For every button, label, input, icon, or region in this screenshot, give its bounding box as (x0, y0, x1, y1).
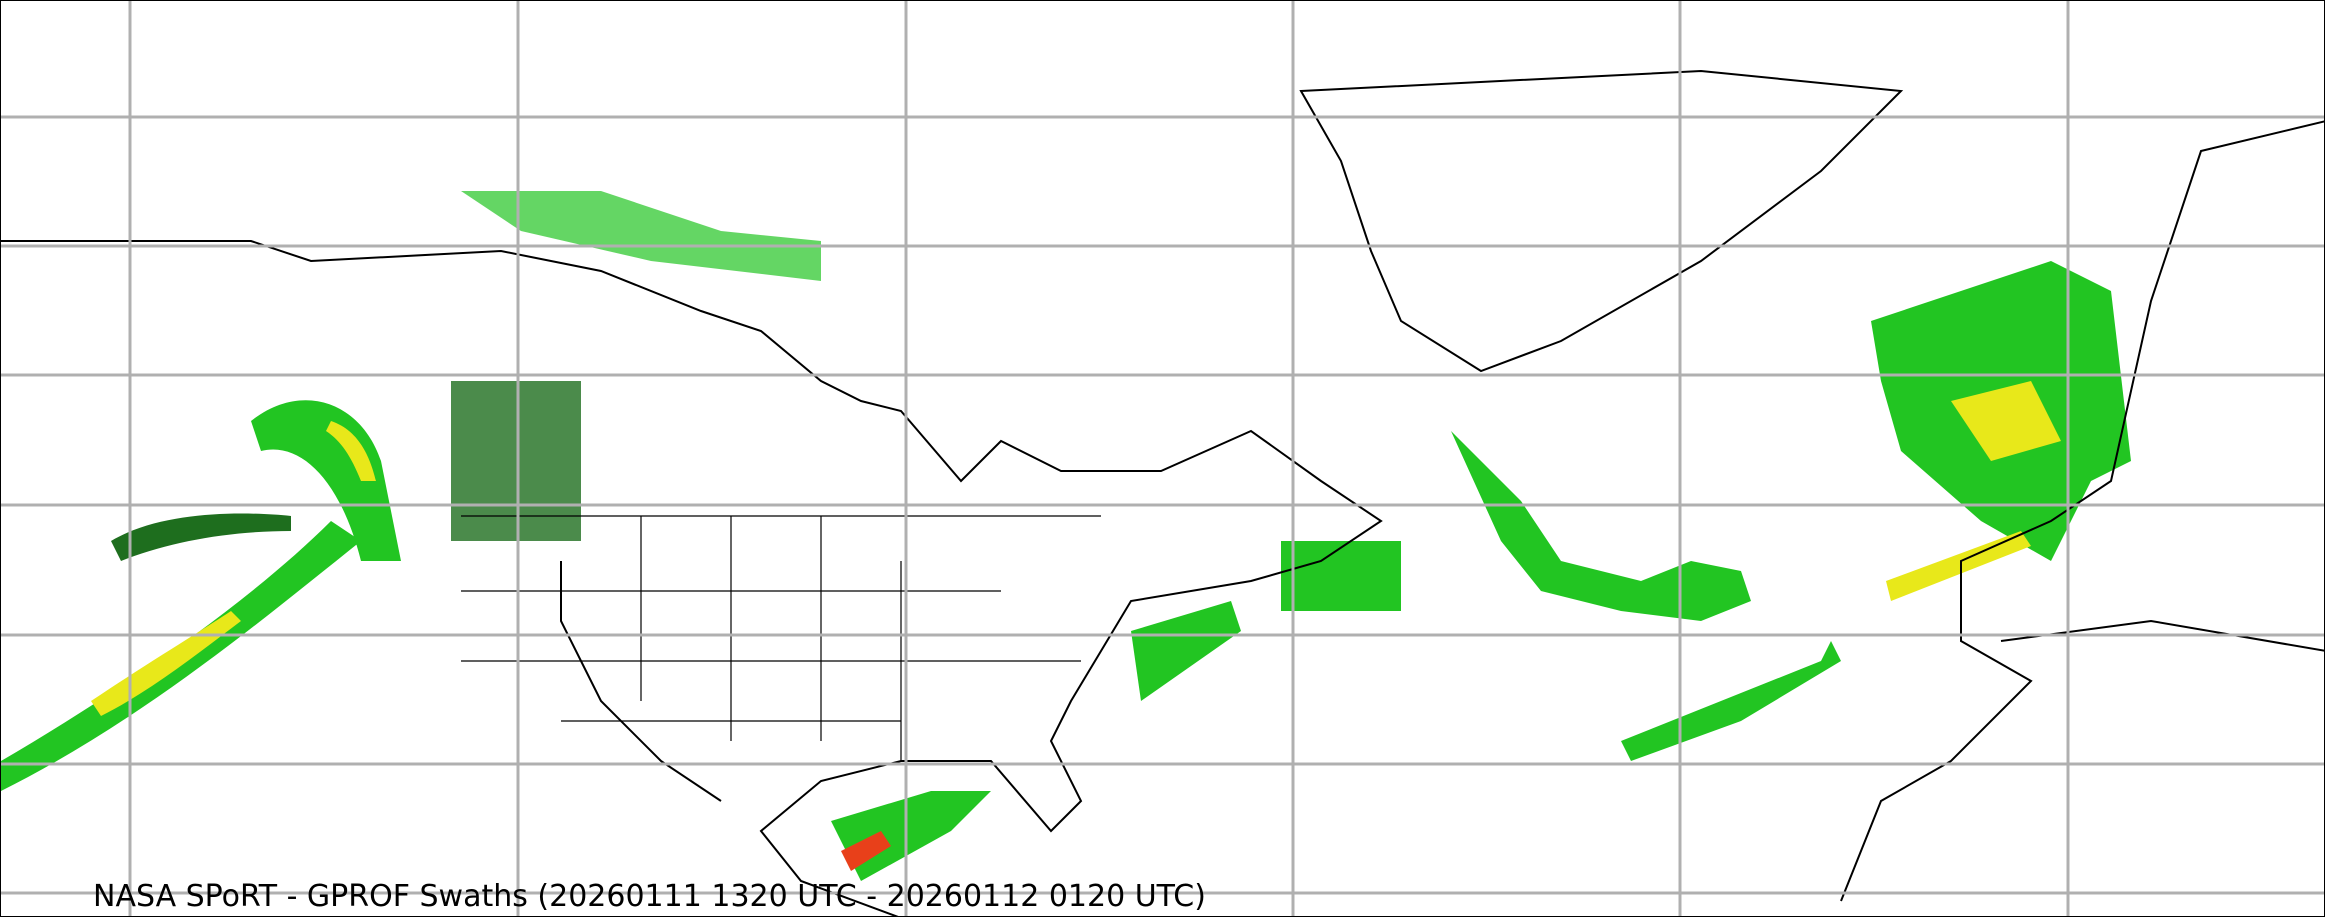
coastline-north-america (1, 240, 1383, 916)
precip-atlantic-band (1621, 641, 1841, 761)
precip-midatlantic (1281, 541, 1401, 611)
coastline-us-borders (461, 515, 1101, 761)
precip-swaths (1, 191, 2131, 881)
precip-alaska-core (326, 421, 376, 481)
precip-alaska-swirl (251, 400, 401, 561)
precip-europe-core (1951, 381, 2061, 461)
precip-atlantic-arc (1451, 431, 1751, 621)
coastline-greenland (1299, 69, 1904, 373)
precip-pacific-west (111, 513, 291, 561)
precip-pacific-core (91, 611, 241, 716)
precip-gulf-core (841, 831, 891, 871)
map-caption: NASA SPoRT - GPROF Swaths (20260111 1320… (93, 879, 1206, 914)
precip-arctic (461, 191, 821, 281)
coastline-europe-africa (1840, 120, 2324, 902)
precip-iberia-band (1886, 531, 2031, 601)
precip-bc-swath (451, 381, 581, 541)
precip-east-coast (1131, 601, 1241, 701)
